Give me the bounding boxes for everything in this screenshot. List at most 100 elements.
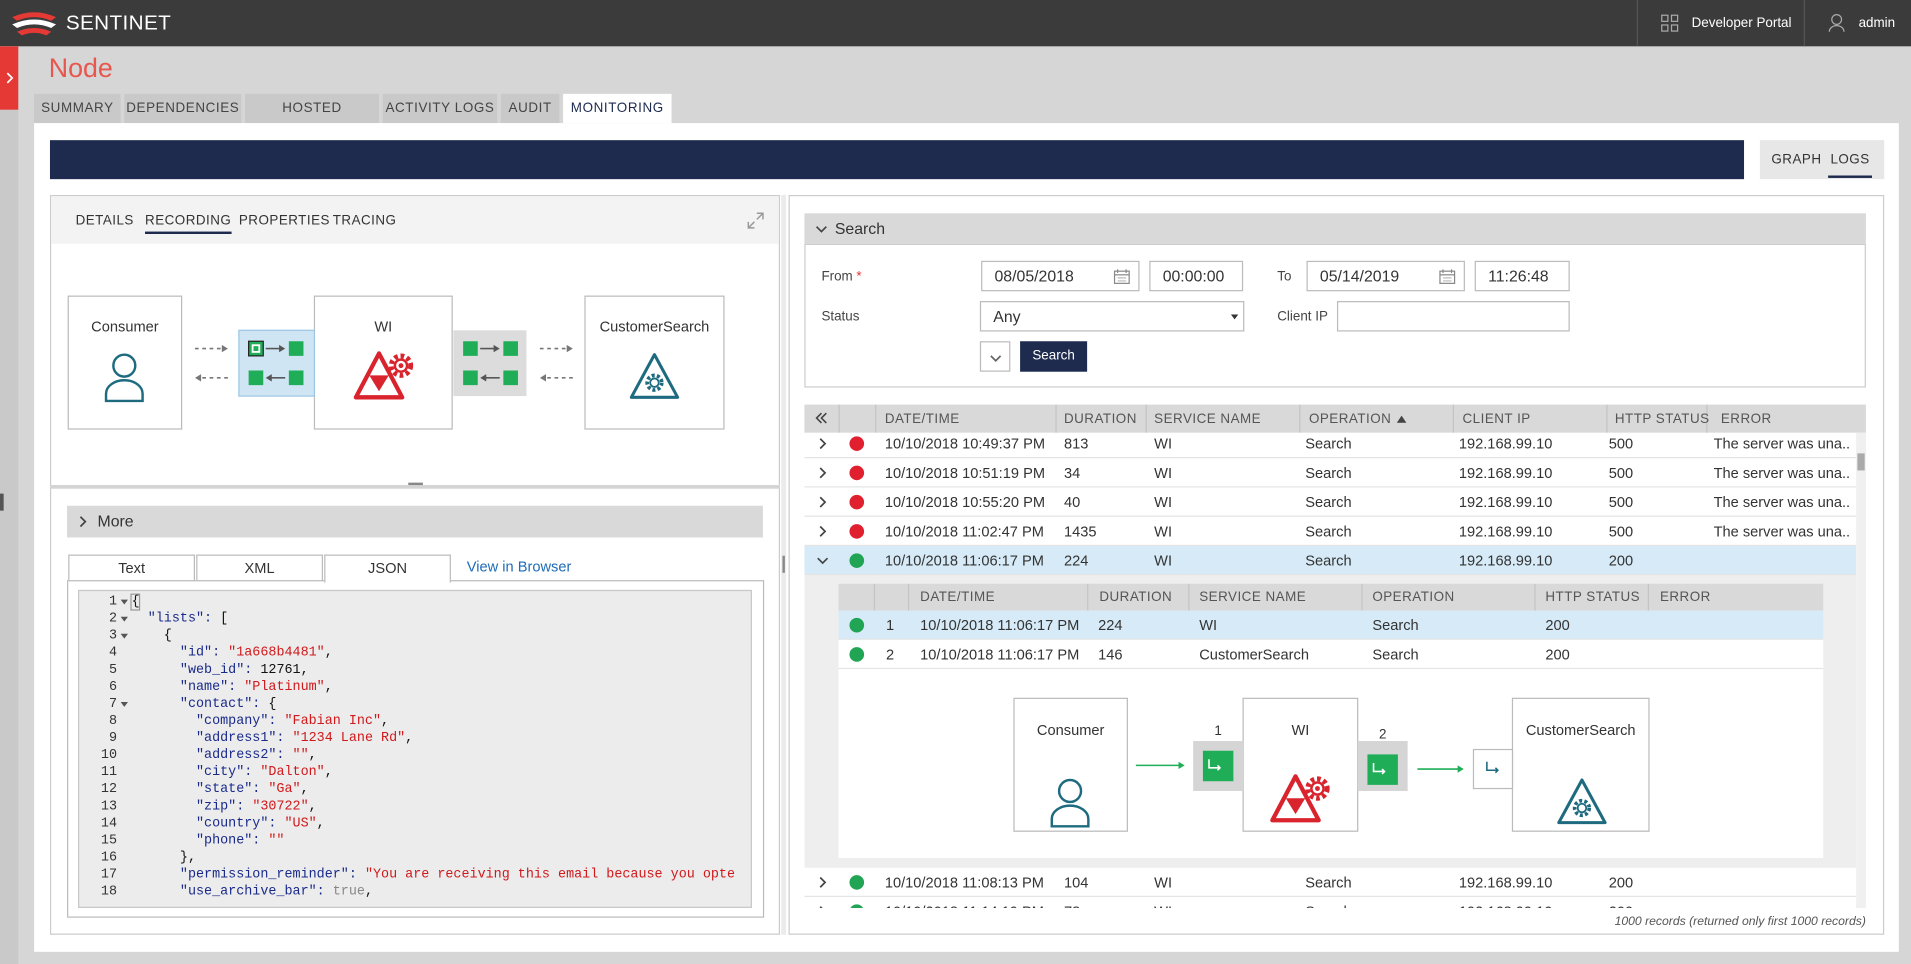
shape xyxy=(849,553,865,568)
cell: The server was una... xyxy=(1713,493,1851,511)
shape xyxy=(566,344,573,353)
column-header[interactable]: CLIENT IP xyxy=(1463,408,1531,430)
cell: 224 xyxy=(1063,552,1089,570)
column-header[interactable]: ERROR xyxy=(1659,589,1711,605)
log-row[interactable]: 10/10/2018 11:02:47 PM 1435 WI Search 192.16… xyxy=(804,517,1857,546)
log-row[interactable]: 10/10/2018 10:49:37 PM 813 WI Search 192.168… xyxy=(804,433,1857,459)
log-row[interactable]: 10/10/2018 11:06:17 PM 224 WI Search 192.168… xyxy=(804,546,1857,576)
shape xyxy=(1178,761,1185,770)
code-token: "30722" xyxy=(252,799,309,815)
column-header[interactable]: OPERATION xyxy=(1309,408,1406,430)
status-select[interactable]: Any xyxy=(979,301,1245,332)
field-label: Client IP xyxy=(1277,309,1328,325)
code-token: , xyxy=(300,782,309,798)
code-line: "use_archive_bar": true, xyxy=(132,884,373,901)
client-ip-input[interactable] xyxy=(1336,301,1570,332)
recording-tabs xyxy=(51,196,779,244)
shape xyxy=(120,633,128,639)
code-token: , xyxy=(300,663,309,678)
splitter-handle xyxy=(408,482,423,486)
view-option[interactable]: LOGS xyxy=(1828,140,1872,179)
detail-row[interactable]: 2 10/10/2018 11:06:17 PM 146 CustomerSearch… xyxy=(838,639,1824,670)
column-header[interactable]: SERVICE NAME xyxy=(1154,408,1261,430)
column-header[interactable]: DURATION xyxy=(1099,589,1173,605)
cell: 500 xyxy=(1608,522,1634,540)
cell: 10/10/2018 11:06:17 PM xyxy=(920,645,1080,663)
column-separator xyxy=(1361,583,1363,611)
shape xyxy=(120,599,128,605)
code-token: "city": xyxy=(131,765,261,780)
code-token: "country": xyxy=(131,816,285,832)
column-header[interactable]: ERROR xyxy=(1721,408,1772,430)
cell: 813 xyxy=(1063,435,1089,453)
shape xyxy=(1208,759,1222,771)
code-token: , xyxy=(316,816,325,832)
page-tab[interactable]: MONITORING xyxy=(563,93,672,124)
page-tab[interactable]: HOSTED SERVICES xyxy=(244,93,380,145)
column-header[interactable]: DATE/TIME xyxy=(885,408,960,430)
cell: Search xyxy=(1305,522,1352,540)
table-header xyxy=(804,404,1866,433)
chevron xyxy=(79,516,87,528)
column-header[interactable]: DURATION xyxy=(1064,408,1137,430)
code-line: }, xyxy=(132,849,196,866)
nav-link[interactable]: Developer Portal xyxy=(1691,15,1792,31)
nav-link[interactable]: admin xyxy=(1858,15,1896,31)
date-input[interactable]: 05/14/2019 xyxy=(1306,260,1465,292)
recording-tab[interactable]: DETAILS xyxy=(75,213,134,228)
log-row[interactable]: 10/10/2018 11:14:19 PM 78 WI Search 192.168.… xyxy=(804,897,1856,908)
recording-tab[interactable]: TRACING xyxy=(332,213,397,228)
column-header[interactable]: OPERATION xyxy=(1372,589,1455,605)
code-token: , xyxy=(324,645,333,661)
format-tab[interactable]: XML xyxy=(196,554,323,582)
row-toggle xyxy=(819,438,827,450)
select-arrow xyxy=(1230,314,1239,320)
code-token: { xyxy=(268,697,277,712)
advanced-toggle[interactable] xyxy=(979,341,1011,372)
format-tab[interactable]: JSON xyxy=(324,554,451,583)
column-header[interactable]: HTTP STATUS xyxy=(1545,589,1641,605)
code-line: "zip": "30722", xyxy=(132,798,317,815)
column-header[interactable]: DATE/TIME xyxy=(920,589,996,605)
detail-row[interactable]: 1 10/10/2018 11:06:17 PM 224 WI Search 200 xyxy=(838,610,1824,640)
line-number: 9 xyxy=(108,731,117,746)
shape xyxy=(990,355,1002,362)
log-row[interactable]: 10/10/2018 10:51:19 PM 34 WI Search 192.168.… xyxy=(804,458,1857,488)
column-header[interactable]: SERVICE NAME xyxy=(1199,589,1307,605)
shape xyxy=(849,465,865,481)
page-tab[interactable]: DEPENDENCIES xyxy=(124,93,242,124)
shape xyxy=(1828,25,1845,32)
cell: 1 xyxy=(886,616,895,634)
chevron xyxy=(6,72,14,84)
time-input[interactable]: 00:00:00 xyxy=(1149,260,1244,292)
shape xyxy=(195,374,202,382)
code-token: "You are receiving this email because yo… xyxy=(364,867,736,883)
column-header[interactable]: HTTP STATUS xyxy=(1615,408,1710,430)
shape xyxy=(849,524,865,539)
browser-link[interactable]: View in Browser xyxy=(466,558,572,576)
shape xyxy=(817,557,829,565)
date-input[interactable]: 08/05/2018 xyxy=(981,260,1140,292)
search-header[interactable]: Search xyxy=(804,213,1866,244)
recording-tab[interactable]: PROPERTIES xyxy=(238,213,330,228)
detail-header xyxy=(838,583,1824,611)
cell: 500 xyxy=(1608,493,1634,511)
more-bar[interactable]: More xyxy=(67,505,763,538)
page-tab[interactable]: ACTIVITY LOGS xyxy=(382,93,498,124)
log-row[interactable]: 10/10/2018 10:55:20 PM 40 WI Search 192.168.… xyxy=(804,488,1857,517)
cell: Search xyxy=(1305,493,1352,511)
shape xyxy=(463,370,478,386)
side-toggle[interactable] xyxy=(0,46,19,110)
shape xyxy=(849,436,865,451)
view-option[interactable]: GRAPH xyxy=(1770,140,1824,179)
recording-tab[interactable]: RECORDING xyxy=(145,210,232,234)
page-tab[interactable]: AUDIT xyxy=(500,93,560,124)
page-tab[interactable]: SUMMARY xyxy=(34,93,121,124)
log-row[interactable]: 10/10/2018 11:08:13 PM 104 WI Search 192.168… xyxy=(804,868,1857,897)
time-input[interactable]: 11:26:48 xyxy=(1474,260,1570,292)
search-button[interactable]: Search xyxy=(1020,341,1088,372)
fold-caret xyxy=(120,633,128,639)
format-tab[interactable]: Text xyxy=(68,554,195,582)
status-dot xyxy=(849,875,865,890)
